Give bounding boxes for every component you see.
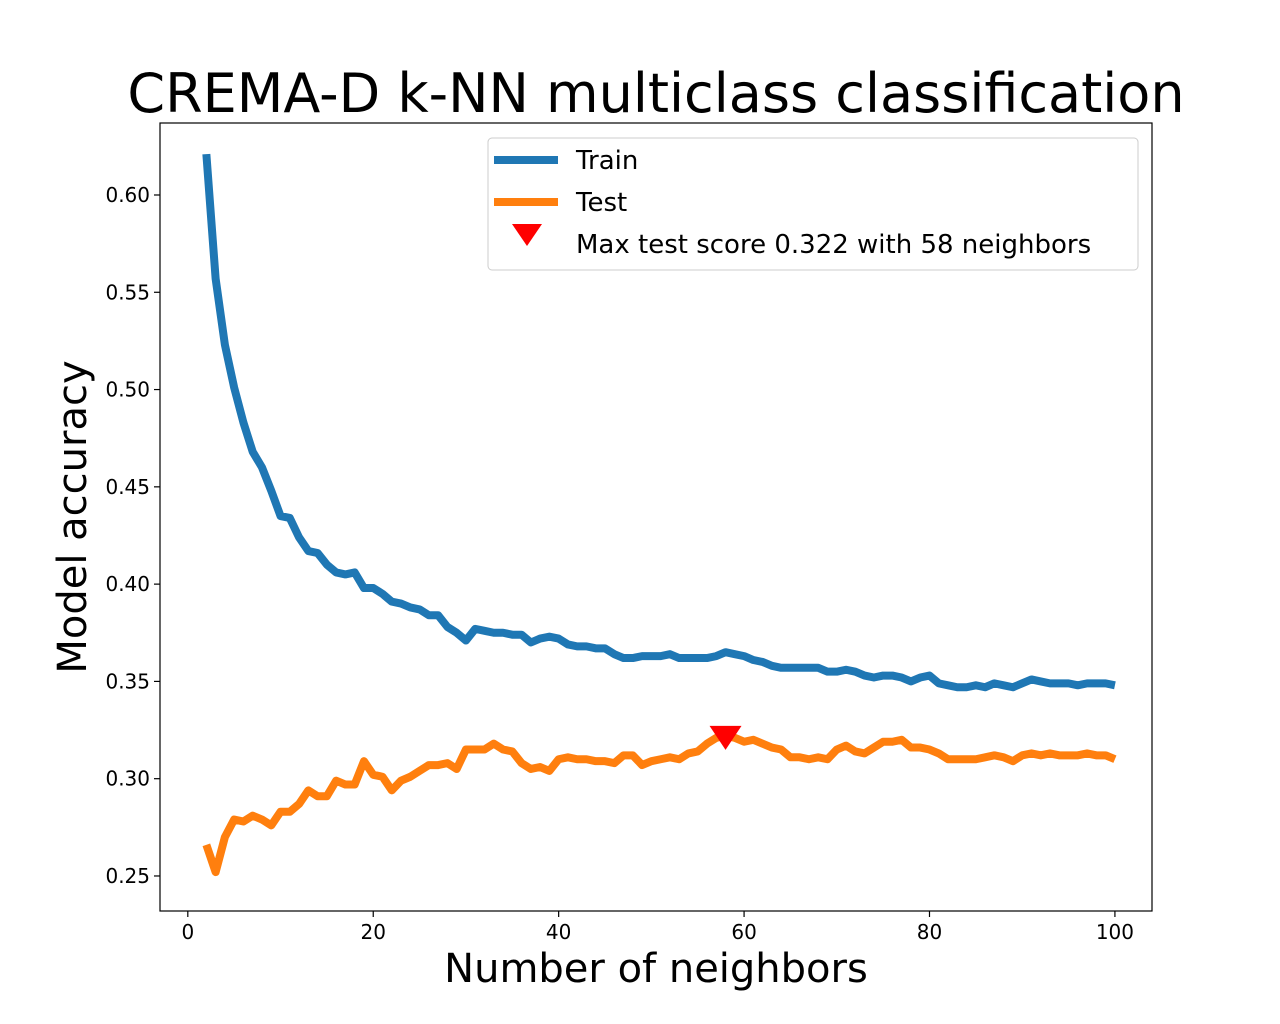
y-tick-label: 0.40 [105,572,150,596]
y-tick-label: 0.45 [105,475,150,499]
y-tick-label: 0.30 [105,767,150,791]
y-axis: 0.25 0.30 0.35 0.40 0.45 0.50 0.55 0.60 [105,183,160,888]
y-axis-label: Model accuracy [50,360,96,673]
legend-label-train: Train [575,146,638,176]
legend: Train Test Max test score 0.322 with 58 … [487,137,1139,271]
series-line-train [202,153,1116,692]
legend-marker-max [512,224,542,246]
max-test-marker [709,725,742,750]
x-axis-label: Number of neighbors [444,946,868,992]
x-tick-label: 40 [546,920,571,944]
x-axis: 0 20 40 60 80 100 [181,911,1134,944]
x-tick-label: 80 [917,920,942,944]
legend-box [487,137,1139,271]
legend-label-test: Test [575,188,627,218]
series-layer [202,153,1117,877]
y-tick-label: 0.50 [105,378,150,402]
plot-area [159,122,1153,912]
x-tick-label: 60 [731,920,756,944]
x-tick-label: 20 [361,920,386,944]
x-tick-label: 100 [1096,920,1134,944]
legend-label-max: Max test score 0.322 with 58 neighbors [576,230,1091,260]
series-line-test [202,731,1117,877]
y-tick-label: 0.60 [105,183,150,207]
chart-title: CREMA-D k-NN multiclass classification [127,62,1184,125]
y-tick-label: 0.25 [105,864,150,888]
y-tick-label: 0.35 [105,669,150,693]
y-tick-label: 0.55 [105,280,150,304]
x-tick-label: 0 [181,920,194,944]
